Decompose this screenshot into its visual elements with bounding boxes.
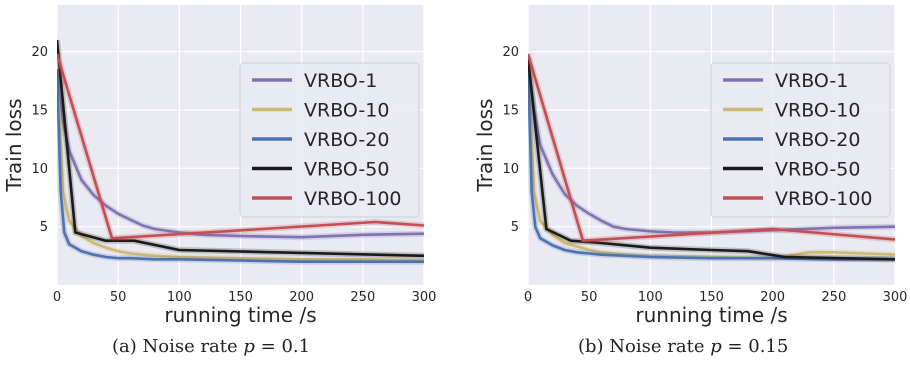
x-tick-label: 250 bbox=[821, 290, 846, 305]
legend-box bbox=[239, 62, 420, 218]
x-tick-label: 100 bbox=[167, 290, 192, 305]
x-axis-label: running time /s bbox=[164, 303, 316, 327]
x-axis-label: running time /s bbox=[635, 303, 787, 327]
series-line bbox=[528, 53, 895, 242]
y-tick-label: 5 bbox=[511, 220, 519, 235]
y-tick-label: 20 bbox=[502, 45, 519, 60]
series-line bbox=[528, 63, 895, 261]
caption-b: (b) Noise rate p = 0.15 bbox=[578, 336, 788, 357]
series-group bbox=[528, 53, 895, 263]
chart-panel-a: 0 50 100 150 200 250 300 5 10 15 20 running time /s… bbox=[2, 5, 436, 327]
y-tick-label: 15 bbox=[502, 104, 519, 119]
series-line bbox=[57, 53, 424, 240]
legend-label: VRBO-10 bbox=[775, 100, 860, 122]
x-tick-label: 250 bbox=[350, 290, 375, 305]
chart-panel-b: 0 50 100 150 200 250 300 5 10 15 20 running time /s… bbox=[473, 5, 907, 327]
caption-a-prefix: (a) Noise rate bbox=[112, 336, 244, 357]
legend-label: VRBO-100 bbox=[304, 188, 402, 210]
x-tick-label: 150 bbox=[228, 290, 253, 305]
x-tick-label: 50 bbox=[110, 290, 127, 305]
legend-label: VRBO-20 bbox=[775, 129, 860, 151]
legend-label: VRBO-10 bbox=[304, 100, 389, 122]
series-line bbox=[57, 69, 424, 239]
legend-label: VRBO-50 bbox=[304, 159, 389, 181]
legend-label: VRBO-1 bbox=[775, 70, 848, 92]
legend-label: VRBO-1 bbox=[304, 70, 377, 92]
caption-b-eq: = 0.15 bbox=[721, 336, 789, 357]
caption-b-prefix: (b) Noise rate bbox=[578, 336, 711, 357]
caption-a: (a) Noise rate p = 0.1 bbox=[112, 336, 310, 357]
legend-label: VRBO-50 bbox=[775, 159, 860, 181]
caption-a-var: p bbox=[243, 336, 255, 357]
y-axis-label: Train loss bbox=[2, 99, 26, 193]
x-tick-label: 0 bbox=[53, 290, 61, 305]
series-line bbox=[528, 57, 895, 261]
y-axis-label: Train loss bbox=[473, 99, 497, 193]
y-tick-label: 5 bbox=[40, 220, 48, 235]
x-tick-label: 150 bbox=[699, 290, 724, 305]
y-tick-label: 10 bbox=[502, 162, 519, 177]
series-line bbox=[528, 63, 895, 260]
x-tick-label: 50 bbox=[581, 290, 598, 305]
caption-b-var: p bbox=[710, 336, 722, 357]
y-tick-label: 10 bbox=[31, 162, 48, 177]
series-line bbox=[57, 69, 424, 264]
x-tick-label: 200 bbox=[760, 290, 785, 305]
legend-box bbox=[710, 62, 891, 218]
series-line bbox=[57, 39, 424, 258]
x-tick-label: 300 bbox=[412, 290, 437, 305]
legend-label: VRBO-100 bbox=[775, 188, 873, 210]
y-tick-label: 20 bbox=[31, 45, 48, 60]
x-tick-label: 100 bbox=[638, 290, 663, 305]
series-group bbox=[57, 39, 424, 265]
y-tick-label: 15 bbox=[31, 104, 48, 119]
caption-a-eq: = 0.1 bbox=[254, 336, 311, 357]
legend-label: VRBO-20 bbox=[304, 129, 389, 151]
x-tick-label: 200 bbox=[289, 290, 314, 305]
series-line bbox=[57, 69, 424, 262]
x-tick-label: 300 bbox=[883, 290, 908, 305]
x-tick-label: 0 bbox=[524, 290, 532, 305]
